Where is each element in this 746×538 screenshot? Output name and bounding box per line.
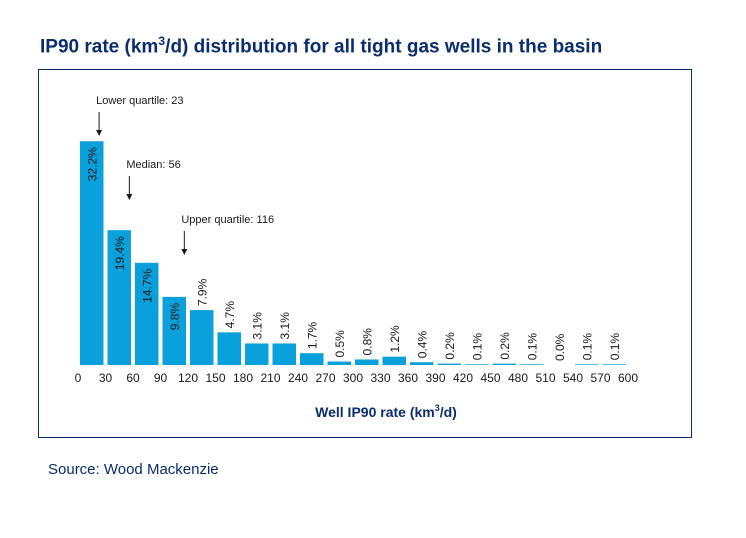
bar-label-17: 0.0%: [553, 333, 567, 361]
x-tick-label-450: 450: [480, 371, 500, 385]
bar-16: [520, 364, 544, 365]
x-axis-label: Well IP90 rate (km3/d): [315, 403, 457, 420]
x-tick-label-300: 300: [343, 371, 363, 385]
bar-8: [300, 353, 324, 365]
annotation-arrow-head-0: [96, 130, 103, 136]
bar-label-11: 1.2%: [388, 325, 402, 353]
bar-0: [80, 141, 104, 365]
bar-3: [162, 296, 186, 365]
bar-label-5: 4.7%: [223, 301, 237, 329]
bar-label-6: 3.1%: [250, 312, 264, 340]
bar-labels-group: 32.2% 19.4% 14.7% 9.8% 7.9% 4.7% 3.1% 3.1% 1.7% 0…: [85, 147, 622, 361]
x-tick-label-210: 210: [260, 371, 280, 385]
chart-frame: [38, 69, 692, 438]
bar-18: [575, 364, 599, 365]
annotation-text-0: Lower quartile: 23: [96, 95, 183, 107]
x-tick-label-360: 360: [398, 371, 418, 385]
bar-label-2: 14.7%: [140, 269, 154, 303]
bar-label-16: 0.1%: [525, 333, 539, 361]
annotation-text-1: Median: 56: [126, 159, 180, 171]
x-tick-label-510: 510: [535, 371, 555, 385]
x-tick-label-270: 270: [315, 371, 335, 385]
x-tick-label-0: 0: [75, 371, 82, 385]
bar-label-19: 0.1%: [608, 333, 622, 361]
x-tick-label-390: 390: [425, 371, 445, 385]
x-tick-label-90: 90: [154, 371, 168, 385]
bar-11: [382, 356, 406, 365]
bar-1: [107, 230, 131, 365]
bar-15: [492, 363, 516, 365]
x-tick-label-330: 330: [370, 371, 390, 385]
bar-label-3: 9.8%: [168, 303, 182, 331]
bar-label-9: 0.5%: [333, 330, 347, 358]
bar-label-7: 3.1%: [278, 312, 292, 340]
x-tick-label-60: 60: [126, 371, 140, 385]
annotation-arrow-head-1: [126, 194, 133, 200]
bars-group: [80, 141, 626, 365]
annotation-text-2: Upper quartile: 116: [181, 214, 274, 226]
bar-5: [217, 332, 241, 365]
x-tick-label-420: 420: [453, 371, 473, 385]
bar-10: [355, 359, 379, 365]
bar-label-4: 7.9%: [195, 278, 209, 306]
x-tick-label-240: 240: [288, 371, 308, 385]
bar-19: [602, 364, 626, 365]
x-tick-label-180: 180: [233, 371, 253, 385]
x-tick-label-150: 150: [205, 371, 225, 385]
bar-label-0: 32.2%: [85, 147, 99, 181]
bar-6: [245, 343, 269, 365]
bar-label-18: 0.1%: [580, 333, 594, 361]
bar-label-1: 19.4%: [113, 236, 127, 270]
bar-2: [135, 262, 159, 365]
bar-7: [272, 343, 296, 365]
x-tick-label-30: 30: [99, 371, 113, 385]
x-tick-label-600: 600: [618, 371, 638, 385]
bar-label-15: 0.2%: [498, 332, 512, 360]
x-tick-label-540: 540: [563, 371, 583, 385]
annotations-group: Lower quartile: 23 Median: 56 Upper quarti…: [96, 95, 274, 255]
bar-14: [465, 364, 489, 365]
bar-label-14: 0.1%: [470, 333, 484, 361]
x-tick-labels-group: 0 30 60 90 120 150 180 210 240 270 300 330 360 390 420…: [75, 371, 639, 385]
x-tick-label-480: 480: [508, 371, 528, 385]
bar-label-12: 0.4%: [415, 331, 429, 359]
bar-label-10: 0.8%: [360, 328, 374, 356]
bar-label-13: 0.2%: [443, 332, 457, 360]
x-tick-label-570: 570: [590, 371, 610, 385]
annotation-arrow-head-2: [181, 249, 188, 255]
bar-13: [437, 363, 461, 365]
source-note: Source: Wood Mackenzie: [48, 461, 219, 478]
bar-12: [410, 362, 434, 365]
chart-title: IP90 rate (km3/d) distribution for all t…: [40, 34, 603, 58]
bar-9: [327, 361, 351, 365]
x-tick-label-120: 120: [178, 371, 198, 385]
bar-label-8: 1.7%: [305, 322, 319, 350]
bar-4: [190, 310, 214, 365]
